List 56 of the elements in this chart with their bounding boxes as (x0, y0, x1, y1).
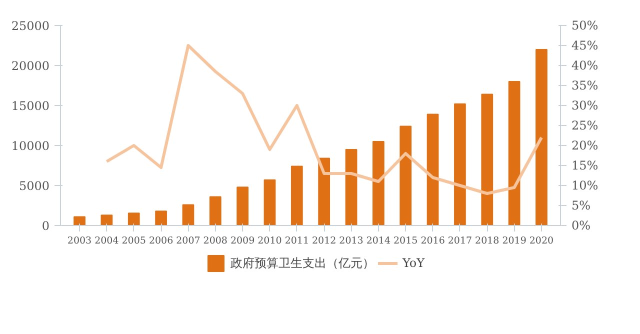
bar (372, 141, 384, 226)
x-tick-label: 2017 (448, 236, 472, 246)
y2-tick-label: 35% (572, 78, 598, 92)
y2-tick-label: 45% (572, 38, 598, 52)
bar (209, 196, 222, 226)
bar (400, 126, 412, 226)
x-tick-label: 2010 (258, 236, 282, 246)
bar (454, 103, 466, 226)
bar (155, 210, 167, 226)
x-tick-label: 2015 (394, 236, 418, 246)
x-tick-label: 2008 (203, 236, 228, 246)
y2-tick-label: 50% (572, 18, 598, 32)
x-tick-label: 2016 (420, 236, 445, 246)
y2-tick-label: 5% (572, 198, 591, 212)
y-tick-label: 20000 (11, 59, 50, 73)
x-tick-label: 2012 (312, 236, 336, 246)
x-tick-label: 2020 (529, 236, 554, 246)
y2-tick-label: 25% (572, 118, 598, 132)
legend-label: 政府预算卫生支出（亿元） (230, 254, 374, 272)
x-tick-label: 2003 (67, 236, 92, 246)
x-tick-label: 2009 (230, 236, 255, 246)
x-tick-label: 2004 (94, 236, 119, 246)
x-tick-label: 2006 (148, 236, 174, 246)
line-series (105, 44, 543, 195)
bar (74, 216, 86, 226)
bar (508, 81, 520, 226)
y2-tick-label: 10% (572, 178, 598, 192)
y-tick-label: 25000 (11, 19, 50, 33)
bar (264, 179, 276, 226)
bar (290, 166, 303, 226)
x-tick-label: 2013 (339, 236, 364, 246)
bar (345, 149, 358, 226)
legend-label: YoY (402, 256, 425, 270)
bar (128, 212, 140, 226)
x-tick-label: 2019 (502, 236, 526, 246)
bar (100, 214, 113, 226)
y-tick-label: 10000 (11, 139, 50, 153)
bar (236, 186, 248, 226)
x-tick-label: 2011 (284, 236, 310, 246)
y-tick-label: 15000 (11, 99, 50, 113)
x-tick-label: 2014 (366, 236, 391, 246)
y2-tick-label: 0% (572, 218, 591, 232)
y2-tick-label: 20% (572, 138, 598, 152)
bar (481, 94, 494, 226)
x-tick-label: 2018 (475, 236, 500, 246)
bar (318, 158, 330, 226)
x-tick-label: 2005 (122, 236, 146, 246)
bar (182, 204, 194, 226)
x-tick-label: 2007 (176, 236, 200, 246)
y-tick-label: 5000 (18, 179, 50, 193)
y2-tick-label: 15% (572, 158, 598, 172)
y2-tick-label: 40% (572, 58, 598, 72)
bar (426, 114, 439, 226)
bar (536, 49, 548, 226)
y-tick-label: 0 (42, 219, 50, 233)
y2-tick-label: 30% (572, 98, 598, 112)
